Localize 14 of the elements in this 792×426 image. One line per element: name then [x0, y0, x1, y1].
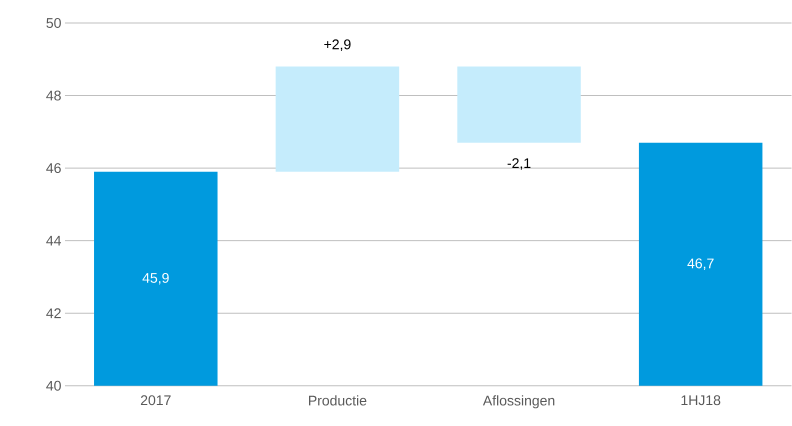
- y-tick-label: 42: [46, 308, 61, 318]
- data-label: 46,7: [687, 258, 714, 270]
- x-tick-label: 1HJ18: [682, 395, 720, 406]
- y-tick-label: 44: [46, 236, 62, 246]
- y-tick-label: 48: [46, 90, 61, 101]
- x-tick-label: 2017: [140, 395, 171, 406]
- data-label: +2,9: [324, 40, 351, 52]
- x-tick-label: Aflossingen: [482, 395, 554, 408]
- y-tick-label: 40: [46, 380, 61, 391]
- data-label: 45,9: [142, 273, 169, 285]
- data-label: -2,1: [508, 158, 530, 170]
- y-tick-label: 50: [46, 18, 61, 28]
- y-tick-label: 46: [46, 163, 61, 174]
- x-tick-label: Productie: [309, 395, 366, 406]
